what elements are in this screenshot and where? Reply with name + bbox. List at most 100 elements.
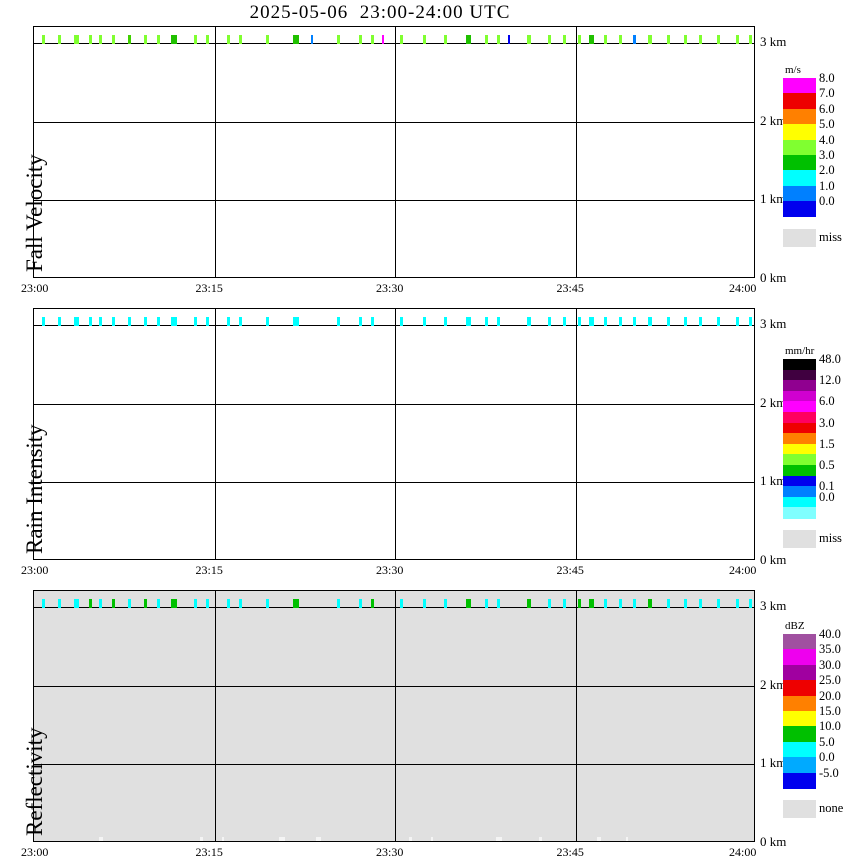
data-cell bbox=[699, 598, 703, 608]
gridline-horizontal bbox=[34, 200, 754, 202]
colorbar-band bbox=[783, 422, 816, 434]
colorbar-band bbox=[783, 680, 816, 697]
data-cell bbox=[226, 316, 230, 326]
data-cell bbox=[666, 316, 670, 326]
data-cell bbox=[717, 316, 721, 326]
data-cell bbox=[89, 598, 93, 608]
gridline-vertical bbox=[575, 27, 577, 277]
data-cell bbox=[127, 316, 131, 326]
data-cell bbox=[431, 837, 434, 841]
data-cell bbox=[588, 34, 594, 44]
data-cell bbox=[73, 598, 79, 608]
data-cell bbox=[496, 837, 503, 841]
colorbar-band bbox=[783, 433, 816, 445]
y-axis-tick-label: 3 km bbox=[760, 315, 787, 331]
data-cell bbox=[98, 34, 102, 44]
data-cell bbox=[58, 598, 62, 608]
colorbar-tick-label: 6.0 bbox=[819, 101, 835, 116]
colorbar-tick-label: 0.0 bbox=[819, 194, 835, 209]
colorbar-tick-label: 0.5 bbox=[819, 458, 835, 472]
data-cell bbox=[238, 34, 242, 44]
data-cell bbox=[266, 598, 270, 608]
colorbar-band bbox=[783, 726, 816, 743]
data-cell bbox=[381, 34, 384, 44]
colorbar-band bbox=[783, 139, 816, 156]
data-cell bbox=[143, 316, 147, 326]
data-cell bbox=[358, 34, 362, 44]
colorbar-missing-label: miss bbox=[819, 229, 842, 244]
colorbar-tick-label: 12.0 bbox=[819, 373, 841, 388]
data-cell bbox=[399, 316, 403, 326]
data-cell bbox=[266, 34, 270, 44]
data-cell bbox=[156, 598, 160, 608]
gridline-vertical bbox=[214, 591, 216, 841]
colorbar-band bbox=[783, 124, 816, 141]
data-cell bbox=[370, 34, 374, 44]
gridline-horizontal bbox=[34, 685, 754, 687]
x-axis-tick-label: 23:15 bbox=[195, 563, 223, 577]
data-cell bbox=[156, 34, 160, 44]
data-cell bbox=[89, 34, 93, 44]
gridline-horizontal bbox=[34, 403, 754, 405]
data-cell bbox=[127, 34, 131, 44]
data-cell bbox=[618, 34, 622, 44]
x-axis-tick-label: 23:00 bbox=[21, 281, 49, 295]
data-cell bbox=[112, 598, 116, 608]
colorbar-band bbox=[783, 649, 816, 666]
colorbar-tick-label: 10.0 bbox=[819, 719, 841, 734]
data-cell bbox=[422, 34, 426, 44]
x-axis-tick-label: 23:45 bbox=[556, 281, 584, 295]
data-cell bbox=[577, 34, 581, 44]
colorbar-band bbox=[783, 664, 816, 681]
data-cell bbox=[497, 34, 501, 44]
colorbar-band bbox=[783, 486, 816, 498]
colorbar-band bbox=[783, 380, 816, 392]
colorbar-band bbox=[783, 390, 816, 402]
data-cell bbox=[633, 316, 637, 326]
y-axis-tick-label: 3 km bbox=[760, 597, 787, 613]
colorbar-tick-label: 7.0 bbox=[819, 86, 835, 101]
colorbar-tick-label: 1.0 bbox=[819, 178, 835, 193]
data-cell bbox=[604, 34, 608, 44]
data-cell bbox=[748, 316, 752, 326]
colorbar-tick-label: 20.0 bbox=[819, 688, 841, 703]
x-axis-tick-label: 24:00 bbox=[729, 563, 757, 577]
data-cell bbox=[226, 34, 230, 44]
gridline-vertical bbox=[575, 591, 577, 841]
data-cell bbox=[112, 316, 116, 326]
data-cell bbox=[422, 598, 426, 608]
data-cell bbox=[618, 598, 622, 608]
data-cell bbox=[597, 837, 602, 841]
data-cell bbox=[42, 34, 46, 44]
data-cell bbox=[626, 837, 629, 841]
y-axis-tick-label: 1 km bbox=[760, 473, 787, 489]
data-cell bbox=[717, 598, 721, 608]
colorbar-missing-label: miss bbox=[819, 531, 842, 545]
data-cell bbox=[292, 316, 299, 326]
colorbar-band bbox=[783, 155, 816, 171]
data-cell bbox=[42, 316, 46, 326]
y-axis-tick-label: 0 km bbox=[760, 552, 787, 567]
gridline-vertical bbox=[395, 27, 396, 277]
colorbar-tick-label: 48.0 bbox=[819, 352, 841, 366]
data-cell bbox=[143, 598, 147, 608]
data-cell bbox=[399, 598, 403, 608]
data-cell bbox=[465, 598, 471, 608]
colorbar-band bbox=[783, 108, 816, 125]
colorbar-band bbox=[783, 741, 816, 758]
data-cell bbox=[409, 837, 413, 841]
colorbar-band bbox=[783, 359, 816, 371]
colorbar-band bbox=[783, 507, 816, 519]
panel-label-rain-intensity: Rain Intensity bbox=[22, 424, 47, 554]
data-cell bbox=[577, 598, 581, 608]
gridline-horizontal bbox=[34, 121, 754, 123]
data-cell bbox=[98, 837, 103, 841]
colorbar-tick-label: 6.0 bbox=[819, 394, 835, 409]
data-cell bbox=[58, 34, 62, 44]
colorbar-band bbox=[783, 454, 816, 466]
plot-area-fall-velocity bbox=[33, 26, 755, 278]
data-cell bbox=[206, 34, 210, 44]
data-cell bbox=[508, 34, 511, 44]
gridline-vertical bbox=[575, 309, 577, 559]
colorbar-tick-label: -5.0 bbox=[819, 765, 839, 780]
